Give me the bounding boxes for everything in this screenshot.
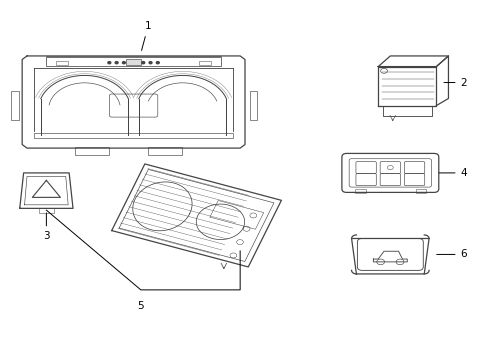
Circle shape	[122, 62, 125, 64]
Circle shape	[115, 62, 118, 64]
Circle shape	[149, 62, 152, 64]
Text: 6: 6	[437, 249, 467, 260]
Circle shape	[142, 62, 145, 64]
Bar	[56, 61, 68, 65]
Bar	[75, 147, 109, 155]
Bar	[250, 91, 257, 120]
Circle shape	[156, 62, 159, 64]
Circle shape	[108, 62, 111, 64]
Text: 4: 4	[439, 168, 467, 178]
Text: 5: 5	[138, 301, 144, 311]
Bar	[355, 189, 366, 193]
Bar	[126, 59, 141, 65]
Text: 3: 3	[43, 213, 49, 242]
Text: 1: 1	[142, 21, 151, 50]
Bar	[416, 189, 426, 193]
Text: 2: 2	[444, 77, 467, 87]
Bar	[47, 57, 221, 66]
Bar	[11, 91, 19, 120]
Bar	[199, 61, 211, 65]
Bar	[39, 208, 53, 213]
Bar	[34, 133, 233, 138]
Bar	[148, 147, 182, 155]
